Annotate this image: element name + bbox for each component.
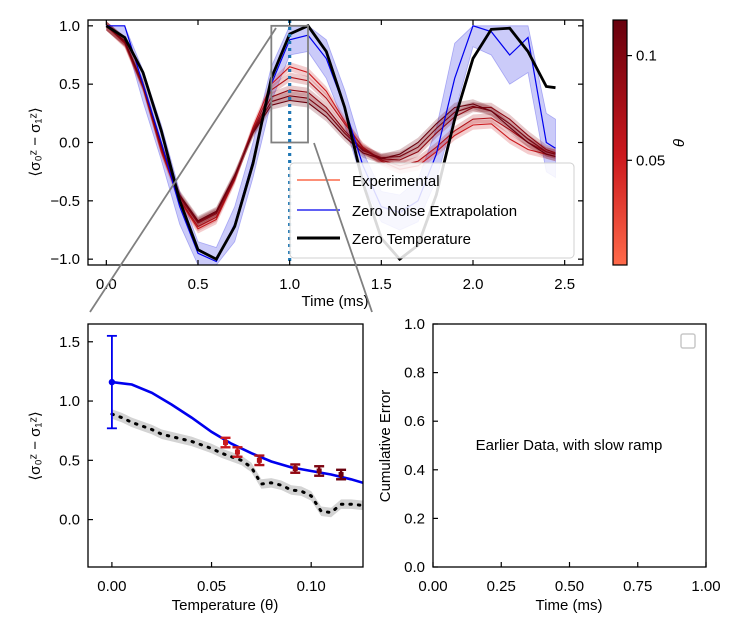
experimental-band-theta-1 [106,21,556,232]
panel-b-xtick-label: 0.10 [297,578,326,595]
experimental-trace-theta-1 [105,25,556,228]
panel-b-ytick-label: 1.5 [59,334,80,351]
panel-a-ytick-label: −1.0 [50,251,80,268]
panel-a-ytick-label: 1.0 [59,18,80,35]
panel-c-ytick-label: 0.2 [404,510,425,527]
panel-c-ytick-label: 1.0 [404,316,425,333]
panel-a-ytick-label: −0.5 [50,193,80,210]
colorbar-ticks: 0.05 0.1 [627,48,665,169]
panel-c-empty-legend [680,333,696,349]
panel-a-ytick-label: 0.5 [59,76,80,93]
zoom-box [270,24,309,144]
panel-b-ytick-label: 0.0 [59,512,80,529]
panel-c-xtick-label: 1.00 [691,578,720,595]
panel-c-ytick-label: 0.4 [404,462,425,479]
panel-c-ytick-label: 0.6 [404,413,425,430]
panel-c-ytick-label: 0.8 [404,365,425,382]
experimental-point-marker [316,468,322,474]
experimental-trace-theta-4 [105,25,556,222]
zoom-connector-right [313,142,373,313]
panel-c-ticks: 0.00 0.25 0.50 0.75 1.00 0.0 0.2 0.4 0.6 0.8 1.0 [404,316,720,595]
panel-c-ytick-label: 0.0 [404,559,425,576]
legend-label-zero-temperature: Zero Temperature [352,231,471,248]
experimental-trace-theta-2 [105,25,556,224]
panel-a-xtick-label: 0.5 [188,276,209,293]
panel-c-xlabel: Time (ms) [536,597,603,614]
colorbar-gradient [612,19,628,266]
simulation-band [111,409,363,518]
panel-c-xtick-label: 0.00 [418,578,447,595]
panel-a-xlabel: Time (ms) [302,293,369,310]
panel-a-legend: Experimental Zero Noise Extrapolation Ze… [289,162,575,259]
panel-b: 0.00 0.05 0.10 0.0 0.5 1.0 1.5 Temperature (θ)… [27,323,364,614]
panel-b-ytick-label: 0.5 [59,452,80,469]
zero-temperature-line [105,24,556,262]
experimental-point-marker [338,472,344,478]
zoom-connector-left [89,27,277,313]
zero-point-marker [108,378,116,386]
simulation-dotted-line [110,412,363,515]
experimental-point-marker [223,440,228,446]
colorbar-tick-label: 0.1 [636,48,657,65]
colorbar: 0.05 0.1 θ [612,19,688,266]
panel-a: 0.0 0.5 1.0 1.5 2.0 2.5 −1.0 −0.5 0.0 0.5 1.0 Time… [27,18,584,313]
experimental-point-marker [256,457,262,463]
panel-b-ticks: 0.00 0.05 0.10 0.0 0.5 1.0 1.5 [59,334,326,595]
panel-c: 0.00 0.25 0.50 0.75 1.00 0.0 0.2 0.4 0.6 0.8 1.0 E… [377,316,721,614]
legend-label-experimental: Experimental [352,173,440,190]
panel-c-annotation: Earlier Data, with slow ramp [476,437,663,454]
panel-b-plot-area [106,334,363,518]
panel-a-ylabel: ⟨σ₀ᶻ − σ₁ᶻ⟩ [27,107,44,176]
panel-a-ticks: 0.0 0.5 1.0 1.5 2.0 2.5 −1.0 −0.5 0.0 0.5 1.0 [50,18,583,293]
panel-a-xtick-label: 1.0 [279,276,300,293]
panel-c-xtick-label: 0.50 [555,578,584,595]
panel-b-frame [87,323,364,568]
panel-b-ylabel: ⟨σ₀ᶻ − σ₁ᶻ⟩ [27,411,44,480]
panel-c-ylabel: Cumulative Error [377,390,394,503]
panel-b-xtick-label: 0.00 [97,578,126,595]
experimental-band-theta-0 [106,21,556,234]
experimental-point-marker [234,449,240,455]
legend-label-zne: Zero Noise Extrapolation [352,203,517,220]
panel-a-xtick-label: 0.0 [96,276,117,293]
panel-a-xtick-label: 2.0 [463,276,484,293]
legend-box [289,162,575,259]
panel-b-xlabel: Temperature (θ) [172,597,279,614]
experimental-point-marker [292,466,298,472]
panel-a-xtick-label: 2.5 [554,276,575,293]
panel-a-xtick-label: 1.5 [371,276,392,293]
panel-b-xtick-label: 0.05 [197,578,226,595]
experimental-band-theta-4 [106,21,556,226]
panel-a-ytick-label: 0.0 [59,135,80,152]
colorbar-tick-label: 0.05 [636,152,665,169]
panel-c-xtick-label: 0.75 [623,578,652,595]
colorbar-label: θ [671,139,688,147]
panel-c-xtick-label: 0.25 [487,578,516,595]
panel-b-ytick-label: 1.0 [59,393,80,410]
